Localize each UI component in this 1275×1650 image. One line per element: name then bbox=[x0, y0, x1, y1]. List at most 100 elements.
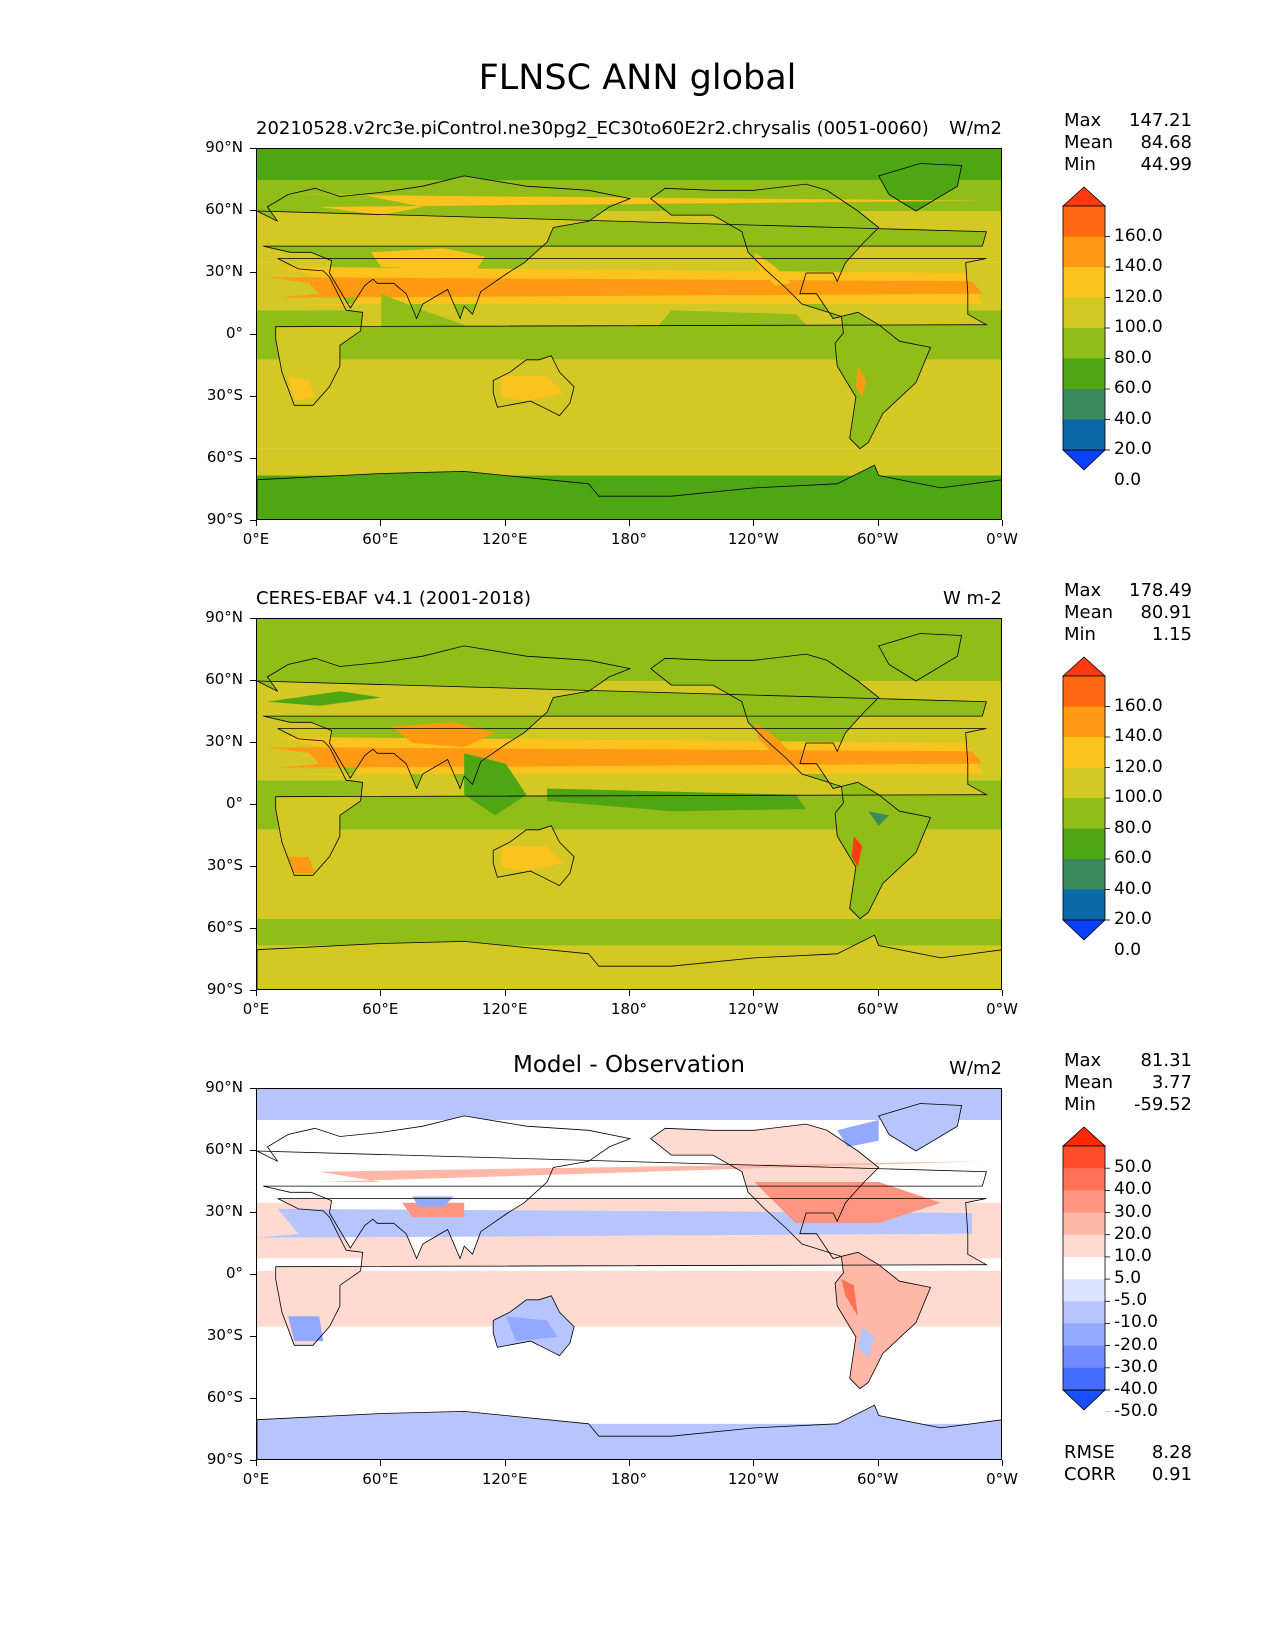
panel-units: W/m2 bbox=[949, 118, 1002, 139]
lat-tick-mark bbox=[250, 866, 256, 867]
colorbar-segment bbox=[1063, 706, 1105, 738]
colorbar-segment bbox=[1063, 859, 1105, 890]
stat-value: 1.15 bbox=[1151, 624, 1192, 645]
lat-tick-mark bbox=[250, 210, 256, 211]
colorbar-label: 0.0 bbox=[1114, 469, 1142, 490]
lat-tick-mark bbox=[250, 148, 256, 149]
field-anomaly bbox=[505, 1316, 558, 1342]
colorbar-segment bbox=[1063, 267, 1105, 298]
lon-tick-mark bbox=[877, 990, 879, 996]
colorbar-label: 40.0 bbox=[1114, 408, 1152, 429]
lat-tick-mark bbox=[250, 1460, 256, 1461]
colorbar-label: 140.0 bbox=[1114, 726, 1163, 746]
lon-tick-mark bbox=[629, 990, 630, 996]
metric-row: RMSE 8.28 bbox=[1064, 1442, 1192, 1464]
stat-value: 178.49 bbox=[1129, 580, 1192, 601]
field-anomaly bbox=[837, 1120, 879, 1147]
field-anomaly bbox=[464, 753, 527, 816]
colorbar-extend-max bbox=[1061, 656, 1107, 677]
map-svg bbox=[257, 149, 1001, 519]
stat-row: Max 178.49 bbox=[1064, 580, 1192, 602]
lat-tick-label: 90°N bbox=[205, 608, 243, 626]
field-anomaly bbox=[412, 1196, 454, 1207]
field-anomaly bbox=[841, 1279, 858, 1317]
colorbar-label: -40.0 bbox=[1114, 1379, 1158, 1399]
field-anomaly bbox=[381, 293, 465, 346]
colorbar-segment bbox=[1063, 1367, 1105, 1391]
lon-tick-label: 120°E bbox=[481, 530, 528, 548]
colorbar-label: 20.0 bbox=[1114, 1223, 1152, 1244]
coastline-greenland bbox=[878, 163, 963, 212]
panel-title-center: Model - Observation bbox=[512, 1052, 746, 1078]
lat-tick-mark bbox=[250, 334, 256, 335]
lat-tick-label: 0° bbox=[225, 324, 243, 342]
colorbar-label: 80.0 bbox=[1114, 817, 1152, 838]
lat-tick-mark bbox=[250, 1398, 256, 1399]
lon-tick-label: 60°E bbox=[362, 1000, 399, 1018]
stat-label: Max bbox=[1064, 1050, 1102, 1071]
colorbar-label: 30.0 bbox=[1114, 1201, 1152, 1222]
colorbar bbox=[1061, 656, 1122, 951]
stat-row: Min -59.52 bbox=[1064, 1094, 1192, 1116]
field-anomaly bbox=[501, 846, 564, 872]
stat-label: Min bbox=[1064, 154, 1096, 175]
field-anomaly bbox=[288, 856, 315, 874]
panel-units: W/m2 bbox=[949, 1058, 1002, 1079]
colorbar-label: 10.0 bbox=[1114, 1245, 1152, 1266]
field-anomaly bbox=[288, 1316, 324, 1342]
lat-tick-label: 30°N bbox=[205, 1202, 243, 1220]
colorbar-label: 20.0 bbox=[1114, 909, 1152, 929]
stat-label: Min bbox=[1064, 624, 1096, 645]
colorbar-segment bbox=[1063, 1323, 1105, 1347]
lon-tick-mark bbox=[504, 990, 506, 996]
field-anomaly bbox=[381, 1423, 672, 1445]
lat-tick-mark bbox=[250, 458, 256, 459]
stat-row: Mean 84.68 bbox=[1064, 132, 1192, 154]
lon-tick-label: 120°E bbox=[481, 1000, 528, 1018]
colorbar-label: 60.0 bbox=[1114, 848, 1152, 868]
lon-tick-label: 0°W bbox=[986, 1470, 1018, 1488]
coastline-eurasia bbox=[257, 645, 987, 790]
colorbar-segment bbox=[1063, 1279, 1105, 1302]
lat-tick-mark bbox=[250, 804, 256, 805]
colorbar-outline bbox=[1062, 1145, 1106, 1391]
lat-tick-label: 90°N bbox=[205, 1078, 243, 1096]
land-fill-greenland bbox=[878, 1103, 962, 1151]
lon-tick-mark bbox=[629, 1460, 630, 1466]
field-anomaly bbox=[754, 252, 792, 286]
lon-tick-label: 0°W bbox=[986, 530, 1018, 548]
lat-tick-label: 90°S bbox=[206, 510, 243, 528]
field-anomaly bbox=[650, 310, 817, 346]
stat-row: Min 1.15 bbox=[1064, 624, 1192, 646]
figure-title: FLNSC ANN global bbox=[478, 58, 797, 98]
field-anomaly bbox=[851, 836, 863, 867]
colorbar-label: 120.0 bbox=[1114, 286, 1163, 307]
colorbar-segment bbox=[1063, 1345, 1105, 1369]
lon-tick-label: 60°W bbox=[856, 1470, 899, 1488]
colorbar-segment bbox=[1063, 236, 1105, 268]
stat-value: 80.91 bbox=[1140, 602, 1192, 623]
lon-tick-mark bbox=[629, 520, 630, 526]
field-anomaly bbox=[288, 376, 315, 402]
colorbar-segment bbox=[1063, 828, 1105, 860]
colorbar-label: 60.0 bbox=[1114, 378, 1152, 398]
field-anomaly bbox=[319, 1161, 983, 1182]
colorbar-label: 20.0 bbox=[1114, 439, 1152, 459]
lon-tick-mark bbox=[877, 1460, 879, 1466]
stat-label: Mean bbox=[1064, 1072, 1114, 1093]
colorbar-label: 40.0 bbox=[1114, 1179, 1152, 1200]
lat-tick-label: 60°N bbox=[205, 670, 243, 688]
lat-tick-mark bbox=[250, 618, 256, 619]
metric-value: 0.91 bbox=[1151, 1464, 1192, 1485]
colorbar-segment bbox=[1063, 419, 1105, 451]
coastline-antarctic bbox=[257, 464, 1001, 519]
field-band bbox=[257, 619, 1001, 650]
lat-tick-label: 0° bbox=[225, 1264, 243, 1282]
lat-tick-mark bbox=[250, 1212, 256, 1213]
lon-tick-mark bbox=[256, 520, 257, 526]
map-plot bbox=[256, 618, 1002, 990]
lon-tick-label: 120°W bbox=[727, 1000, 779, 1018]
lat-tick-mark bbox=[250, 990, 256, 991]
lat-tick-label: 30°S bbox=[206, 856, 243, 874]
coastline-greenland bbox=[878, 1103, 963, 1152]
